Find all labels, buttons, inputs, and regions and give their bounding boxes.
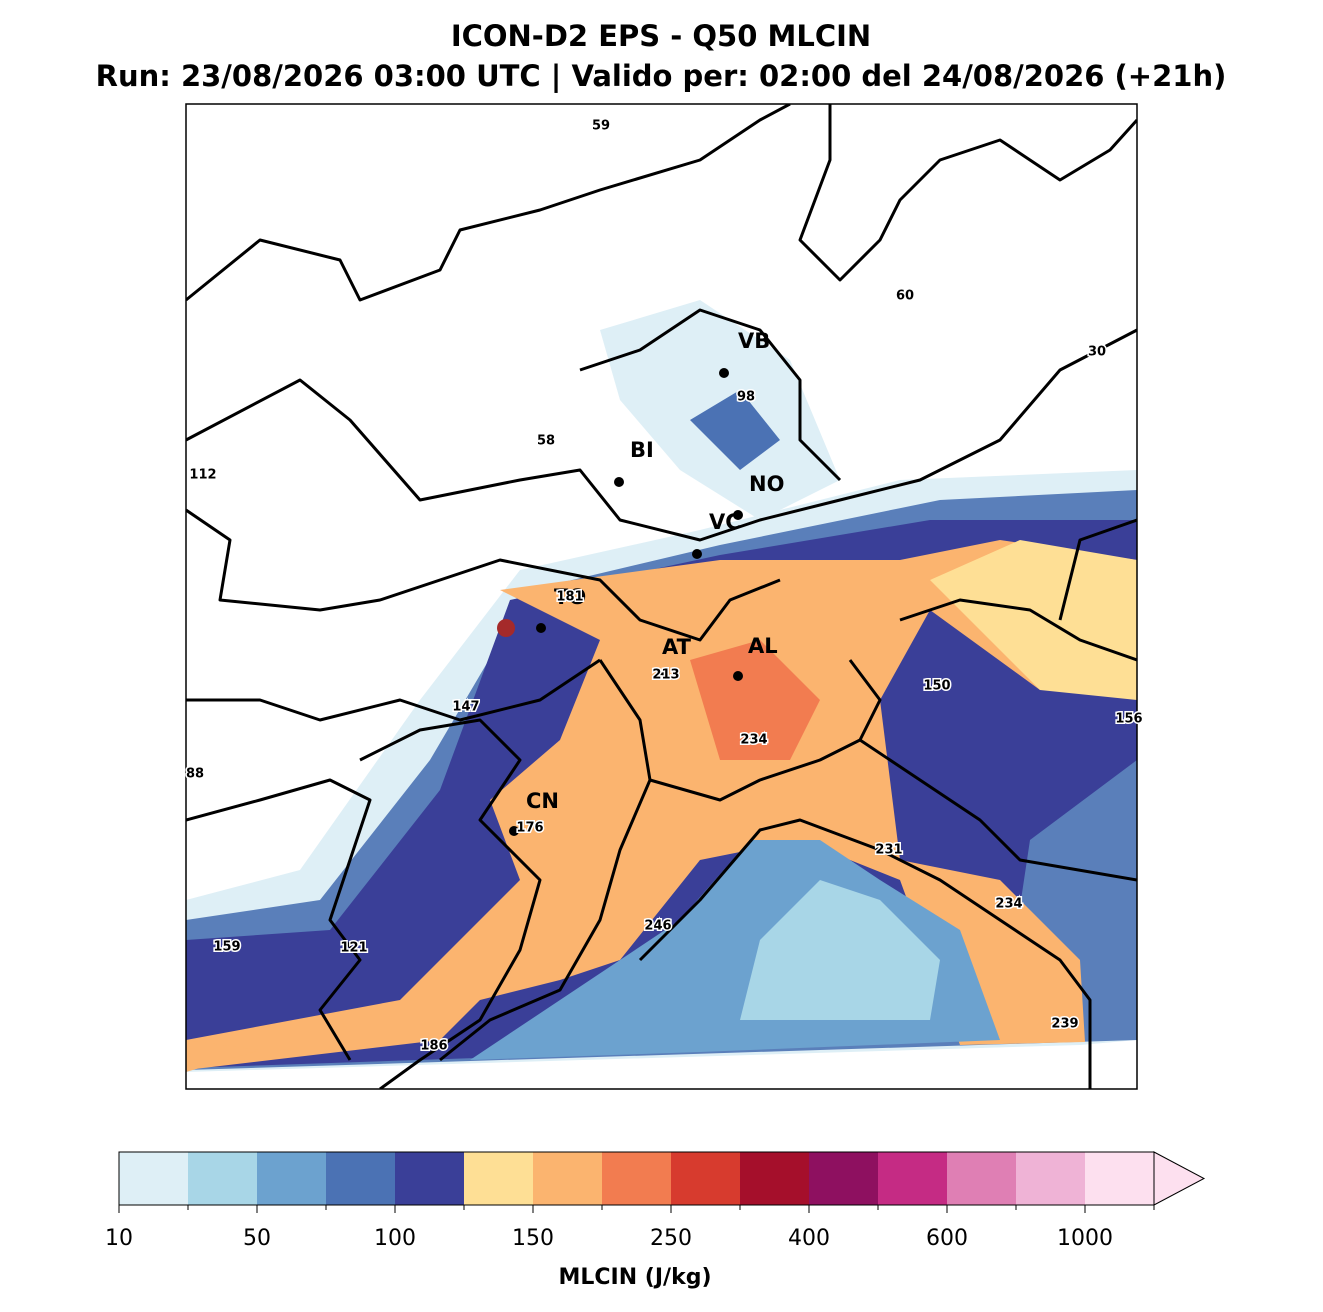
value-label: 147 [452,700,479,715]
colorbar-tick-label: 250 [650,1226,692,1251]
colorbar-segment [602,1152,671,1205]
colorbar-tick-label: 50 [243,1226,271,1251]
value-label: 58 [537,434,555,449]
colorbar-segment [1085,1152,1154,1205]
colorbar-segment [1016,1152,1085,1205]
value-label: 246 [644,919,671,934]
city-label: CN [526,789,559,813]
colorbar-extension [1153,1151,1206,1206]
colorbar-segment [947,1152,1016,1205]
value-label: 231 [875,843,902,858]
value-label: 181 [556,590,583,605]
city-label: AT [662,635,692,659]
city-dot [655,670,665,680]
city-dot [719,368,729,378]
city-dot [733,671,743,681]
value-label: 30 [1088,345,1106,360]
value-label: 176 [516,821,543,836]
colorbar-label: MLCIN (J/kg) [558,1265,711,1290]
value-label: 239 [1051,1017,1078,1032]
city-label: VC [709,510,741,534]
title: ICON-D2 EPS - Q50 MLCIN [451,19,871,53]
city-dot [509,826,519,836]
subtitle: Run: 23/08/2026 03:00 UTC | Valido per: … [96,59,1227,93]
value-label: 150 [923,679,950,694]
map [186,104,1137,1089]
city-label: TO [554,585,586,609]
value-label: 60 [896,289,914,304]
value-label: 234 [740,733,767,748]
value-label: 159 [213,940,240,955]
value-label: 156 [1115,712,1142,727]
city-label: AL [748,634,778,658]
colorbar-tick-label: 600 [926,1226,968,1251]
colorbar-segment [119,1152,188,1205]
value-label: 59 [592,119,610,134]
colorbar-segment [188,1152,257,1205]
value-label: 98 [737,390,755,405]
colorbar-segment [740,1152,809,1205]
value-label: 112 [189,468,216,483]
colorbar-tick-label: 150 [512,1226,554,1251]
colorbar-segment [533,1152,602,1205]
city-label: NO [749,472,784,496]
city-dot [614,477,624,487]
city-dot [536,623,546,633]
colorbar-segment [326,1152,395,1205]
colorbar-segment [671,1152,740,1205]
city-dot [692,549,702,559]
colorbar-tick-label: 100 [374,1226,416,1251]
colorbar-segment [464,1152,533,1205]
map-frame [185,103,1138,1090]
city-label: BI [630,438,654,462]
value-label: 186 [420,1039,447,1054]
colorbar-tick-label: 10 [105,1226,133,1251]
city-label: VB [738,329,770,353]
colorbar-segment [257,1152,326,1205]
city-dot [733,510,743,520]
colorbar-tick-label: 400 [788,1226,830,1251]
colorbar-outline [118,1151,1155,1206]
value-label: 121 [340,941,367,956]
colorbar-tick-label: 1000 [1057,1226,1113,1251]
colorbar-segment [809,1152,878,1205]
colorbar-segment [878,1152,947,1205]
value-label: 234 [995,897,1022,912]
value-label: 213 [652,668,679,683]
value-label: 88 [186,767,204,782]
marker [497,619,515,637]
colorbar-segment [395,1152,464,1205]
